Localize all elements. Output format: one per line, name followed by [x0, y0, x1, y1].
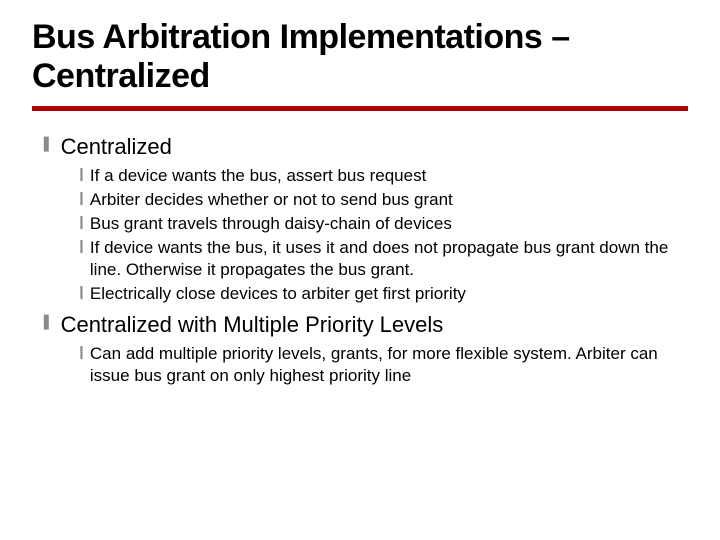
bullet1-icon: ❚ [40, 135, 53, 153]
bullet2-icon: ❙ [76, 214, 87, 231]
bullet2-icon: ❙ [76, 284, 87, 301]
bullet-level2: ❙ Arbiter decides whether or not to send… [76, 189, 688, 211]
bullet2-icon: ❙ [76, 238, 87, 255]
level2-text: Electrically close devices to arbiter ge… [90, 283, 484, 305]
level2-text: If device wants the bus, it uses it and … [90, 237, 688, 281]
level2-text: Can add multiple priority levels, grants… [90, 343, 688, 387]
title-rule [32, 106, 688, 111]
bullet2-icon: ❙ [76, 344, 87, 361]
bullet-level2: ❙ Electrically close devices to arbiter … [76, 283, 688, 305]
bullet2-icon: ❙ [76, 166, 87, 183]
slide: Bus Arbitration Implementations – Centra… [0, 0, 720, 540]
level2-text: Arbiter decides whether or not to send b… [90, 189, 471, 211]
bullet-level2: ❙ Bus grant travels through daisy-chain … [76, 213, 688, 235]
bullet1-icon: ❚ [40, 313, 53, 331]
level2-text: If a device wants the bus, assert bus re… [90, 165, 444, 187]
bullet-level2: ❙ If a device wants the bus, assert bus … [76, 165, 688, 187]
slide-title: Bus Arbitration Implementations – Centra… [32, 18, 688, 96]
bullet-level1: ❚ Centralized [40, 133, 688, 161]
level1-text: Centralized with Multiple Priority Level… [61, 311, 444, 339]
level2-text: Bus grant travels through daisy-chain of… [90, 213, 470, 235]
bullet-level1: ❚ Centralized with Multiple Priority Lev… [40, 311, 688, 339]
bullet-level2: ❙ Can add multiple priority levels, gran… [76, 343, 688, 387]
level1-text: Centralized [61, 133, 172, 161]
bullet-level2: ❙ If device wants the bus, it uses it an… [76, 237, 688, 281]
bullet2-icon: ❙ [76, 190, 87, 207]
